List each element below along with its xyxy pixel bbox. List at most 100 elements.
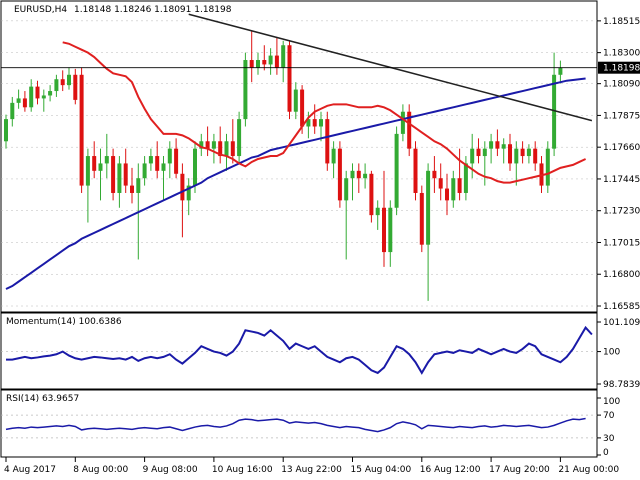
momentum-marks	[1, 325, 597, 375]
candle-body	[60, 79, 65, 86]
candle-body	[199, 141, 204, 149]
momentum-tick-label: 101.1094	[603, 318, 640, 328]
candle-body	[193, 148, 197, 186]
candle-body	[48, 91, 53, 96]
candle-body	[419, 192, 424, 245]
candle-body	[356, 170, 361, 179]
candle-body	[388, 207, 393, 253]
candle-body	[249, 60, 254, 68]
candle-body	[85, 156, 90, 186]
price-tick-label: 1.18300	[603, 49, 640, 59]
time-tick-label: 17 Aug 20:00	[489, 465, 550, 475]
price-pane-border	[0, 0, 598, 313]
candle-body	[136, 178, 141, 193]
candle-body	[400, 111, 405, 134]
candle-body	[237, 119, 242, 157]
candle-body	[350, 170, 355, 179]
candle-body	[476, 148, 481, 157]
candle-body	[438, 178, 443, 189]
price-tick-label: 1.17875	[603, 111, 640, 121]
candle-body	[319, 119, 323, 127]
momentum-title: Momentum(14) 100.6386	[6, 317, 122, 327]
candle-body	[426, 170, 431, 245]
candle-body	[230, 141, 235, 157]
rsi-title: RSI(14) 63.9657	[6, 394, 79, 404]
candle-body	[155, 156, 160, 171]
candle-body	[482, 148, 487, 157]
candle-body	[501, 144, 506, 149]
rsi-marks	[1, 414, 597, 439]
candle-body	[73, 74, 78, 100]
rsi-line	[5, 417, 586, 433]
candle-body	[243, 60, 248, 120]
candle-body	[545, 148, 550, 186]
candle-body	[180, 173, 185, 201]
candle-body	[104, 156, 109, 164]
candle-body	[413, 148, 418, 193]
time-tick-label: 15 Aug 04:00	[351, 465, 412, 475]
candle-body	[167, 148, 172, 164]
candle-body	[432, 170, 437, 179]
candle-body	[123, 163, 128, 186]
candle-body	[312, 119, 317, 127]
time-tick-label: 4 Aug 2017	[4, 465, 56, 475]
candle-body	[363, 173, 368, 179]
candle-body	[256, 60, 260, 68]
candle-body	[520, 148, 525, 157]
price-axis: 1.18515 1.18300 1.18090 1.17875 1.17660 1.174…	[597, 17, 640, 458]
candle-body	[394, 133, 399, 208]
rsi-tick-label: 100	[603, 397, 620, 407]
price-tick-label: 1.18090	[603, 80, 640, 90]
candle-body	[445, 188, 449, 201]
time-tick-label: 9 Aug 08:00	[143, 465, 198, 475]
chart-ohlc-label: 1.18148 1.18246 1.18091 1.18198	[74, 5, 232, 15]
rsi-tick-label: 70	[603, 411, 615, 421]
candle-body	[148, 156, 153, 164]
candle-body	[161, 163, 166, 171]
candle-body	[457, 178, 462, 193]
candle-body	[451, 178, 456, 201]
candle-body	[111, 156, 116, 193]
price-tick-label: 1.17230	[603, 207, 640, 217]
candle-body	[344, 178, 349, 201]
candle-body	[92, 156, 97, 171]
candle-body	[98, 163, 103, 171]
candle-body	[407, 111, 412, 149]
candle-body	[382, 207, 386, 253]
candle-body	[325, 119, 330, 164]
rsi-pane-border	[0, 389, 598, 458]
price-pane: EURUSD,H4 1.18148 1.18246 1.18091 1.1819…	[0, 0, 598, 313]
sma-slow-line	[5, 77, 586, 290]
candle-body	[117, 163, 122, 193]
price-tick-label: 1.16585	[603, 302, 640, 312]
price-tick-label: 1.16800	[603, 270, 640, 280]
price-marks	[1, 13, 597, 307]
rsi-pane: RSI(14) 63.9657	[0, 389, 598, 458]
candle-body	[274, 55, 279, 68]
candle-body	[489, 141, 494, 149]
current-price-tag	[598, 61, 640, 74]
candle-body	[16, 98, 21, 103]
candle-body	[495, 141, 500, 149]
momentum-tick-label: 100	[603, 348, 620, 358]
price-tick-label: 1.18515	[603, 17, 640, 27]
candle-body	[10, 102, 15, 120]
momentum-pane: Momentum(14) 100.6386	[0, 312, 598, 390]
rsi-tick-label: 30	[603, 434, 615, 444]
current-price-label: 1.18198	[603, 64, 640, 74]
candle-body	[331, 148, 336, 164]
price-tick-label: 1.17015	[603, 238, 640, 248]
time-tick-label: 10 Aug 16:00	[212, 465, 273, 475]
candle-body	[306, 119, 311, 127]
price-tick-label: 1.17660	[603, 143, 640, 153]
candle-body	[268, 55, 273, 65]
rsi-tick-label: 0	[603, 448, 609, 458]
time-tick-label: 13 Aug 22:00	[281, 465, 342, 475]
candle-body	[205, 141, 210, 149]
time-axis: 4 Aug 2017 8 Aug 00:00 9 Aug 08:00 10 Aug 1…	[4, 457, 619, 475]
candle-body	[67, 74, 71, 86]
candle-body	[142, 163, 147, 179]
candle-body	[35, 86, 40, 99]
candle-body	[54, 79, 59, 92]
